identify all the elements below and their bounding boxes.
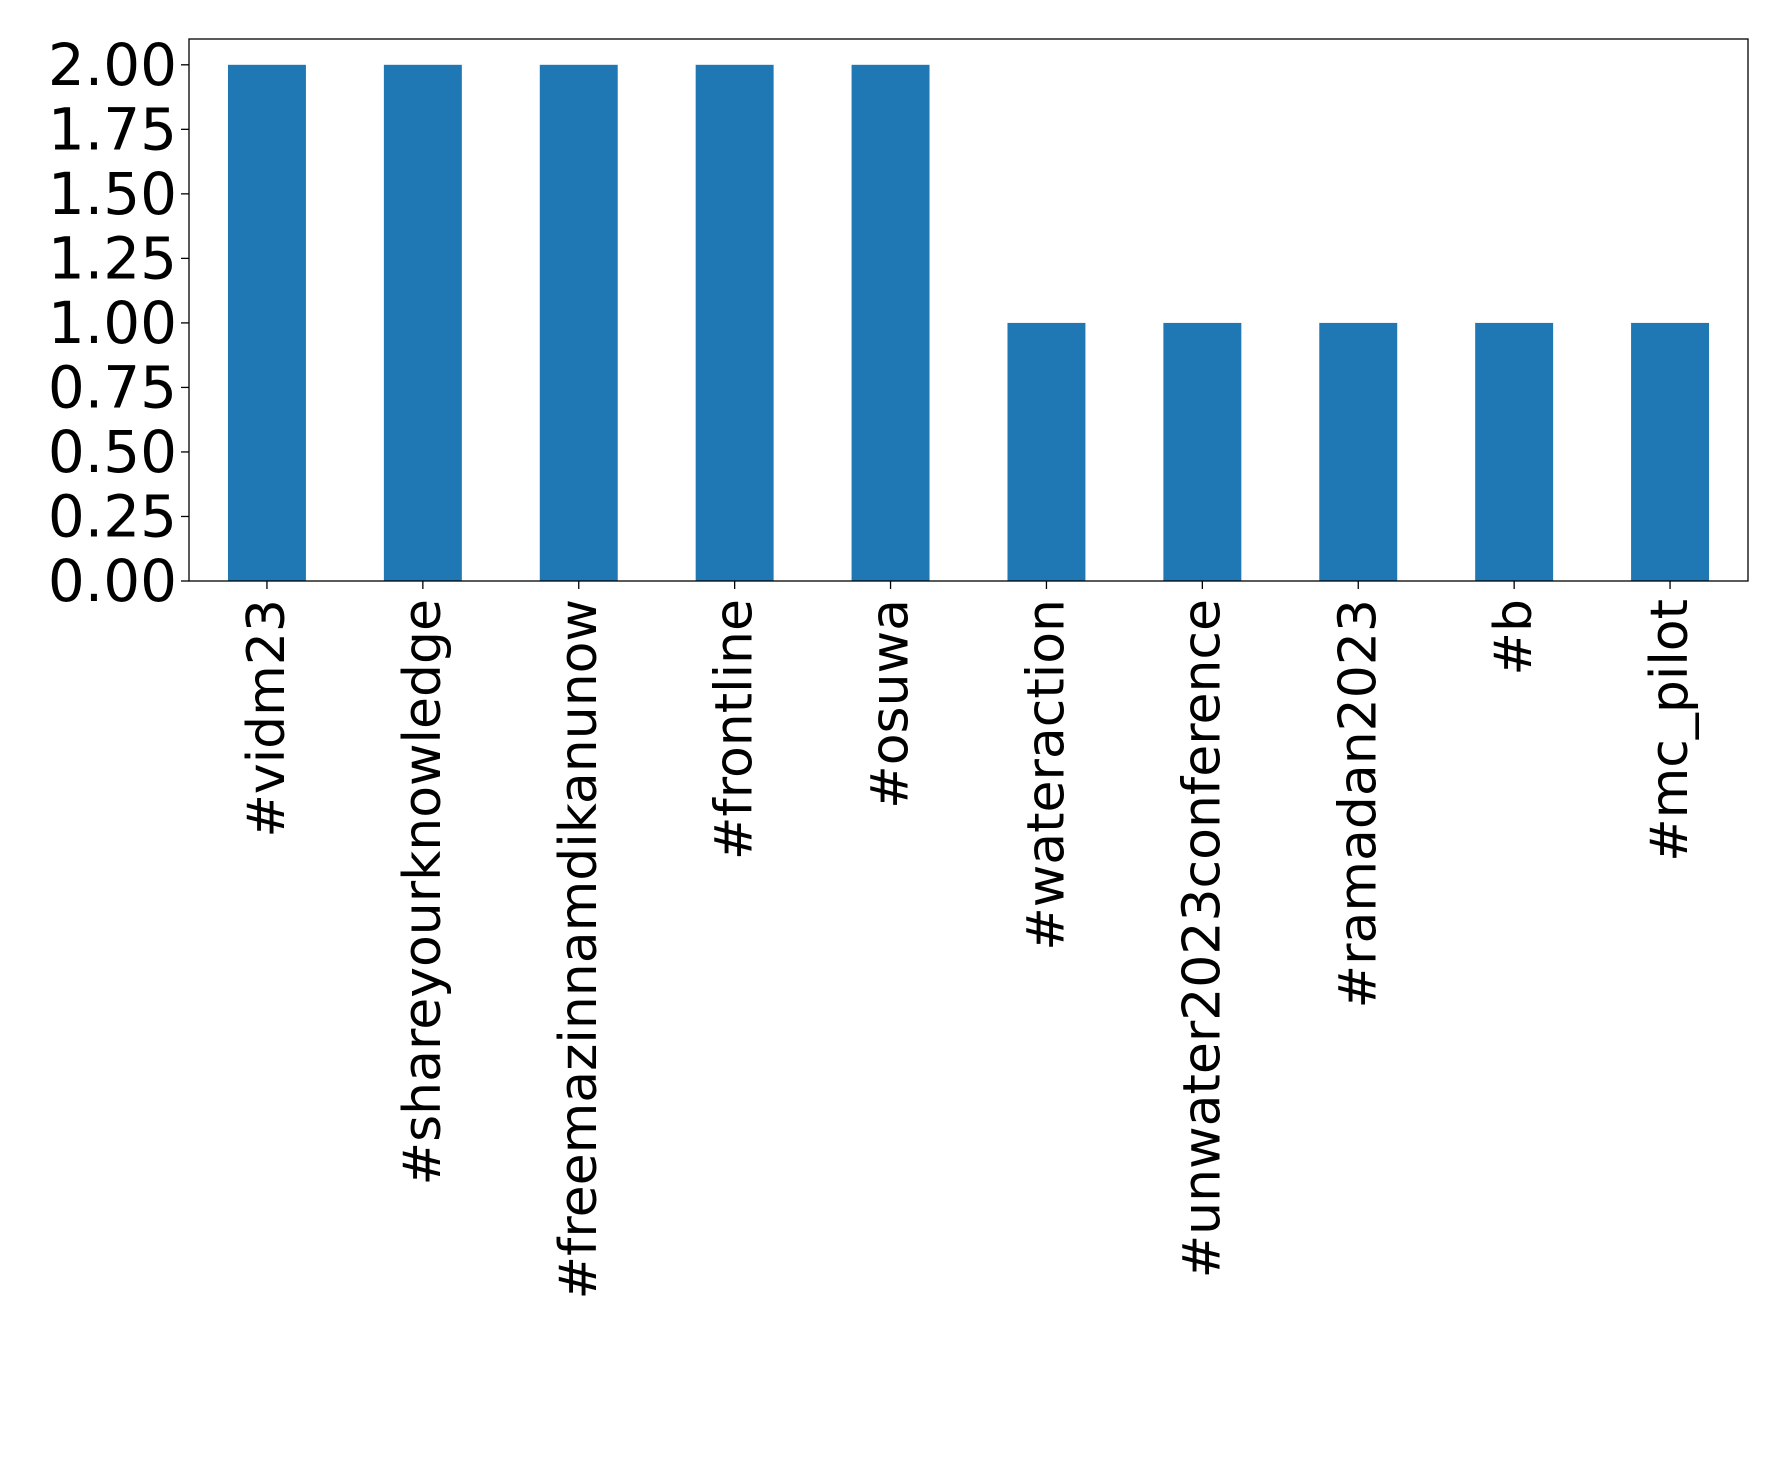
bar-4 — [851, 64, 930, 582]
bar-5 — [1007, 322, 1086, 581]
y-tick-label-8: 2.00 — [48, 31, 177, 99]
y-tick-label-6: 1.50 — [48, 160, 177, 228]
bars-layer — [227, 64, 1710, 582]
x-tick-label-1: #shareyourknowledge — [393, 599, 453, 1186]
bar-6 — [1163, 322, 1242, 581]
x-tick-label-3: #frontline — [705, 599, 765, 860]
bar-8 — [1475, 322, 1554, 581]
x-tick-label-2: #freemazinnamdikanunow — [549, 599, 609, 1300]
x-tick-label-5: #wateraction — [1016, 599, 1076, 951]
y-tick-label-3: 0.75 — [48, 353, 177, 421]
bar-0 — [227, 64, 306, 582]
x-tick-label-7: #ramadan2023 — [1328, 599, 1388, 1009]
y-tick-label-0: 0.00 — [48, 547, 177, 615]
y-tick-label-2: 0.50 — [48, 418, 177, 486]
y-tick-label-5: 1.25 — [48, 224, 177, 292]
x-tick-label-0: #vidm23 — [237, 599, 297, 838]
bar-9 — [1631, 322, 1710, 581]
y-tick-label-4: 1.00 — [48, 289, 177, 357]
y-tick-label-7: 1.75 — [48, 95, 177, 163]
y-tick-label-1: 0.25 — [48, 482, 177, 550]
x-tick-label-8: #b — [1484, 599, 1544, 676]
bar-7 — [1319, 322, 1398, 581]
plot-area-frame — [188, 38, 1749, 582]
x-axis: #vidm23 #shareyourknowledge #freemazinnamd… — [237, 581, 1700, 1300]
bar-1 — [383, 64, 462, 582]
x-tick-label-9: #mc_pilot — [1640, 599, 1700, 862]
bar-3 — [695, 64, 774, 582]
x-tick-label-4: #osuwa — [861, 599, 921, 809]
bar-2 — [539, 64, 618, 582]
x-tick-label-6: #unwater2023conference — [1172, 599, 1232, 1278]
y-axis: 0.000.250.500.751.001.251.501.752.00 — [48, 31, 189, 615]
